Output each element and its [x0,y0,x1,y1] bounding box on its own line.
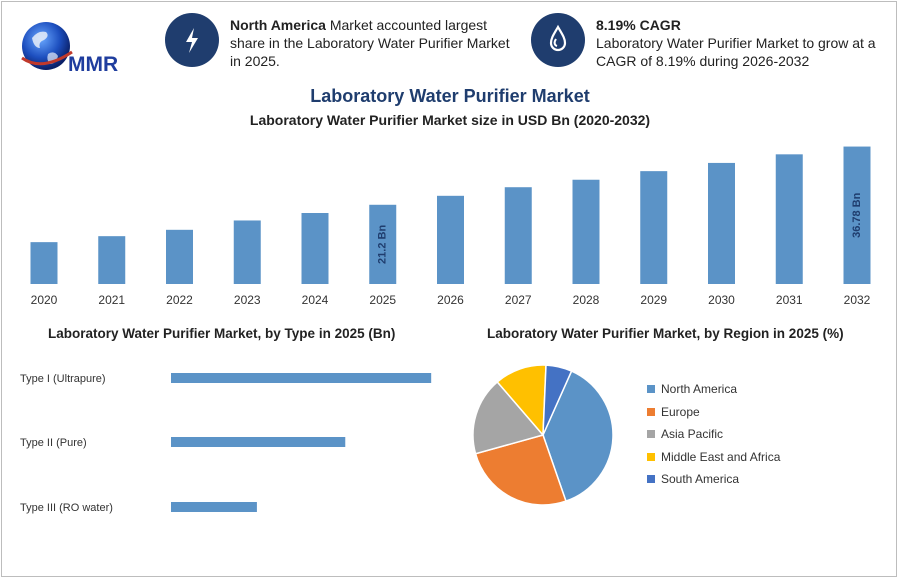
stat-1-text: North America Market accounted largest s… [230,16,520,70]
bar-data-label: 36.78 Bn [851,192,863,238]
x-tick-label: 2026 [437,293,464,307]
legend-swatch [647,385,655,393]
x-tick-label: 2030 [708,293,735,307]
pie-slice [542,370,614,503]
x-tick-label: 2021 [98,293,125,307]
legend-label: Asia Pacific [661,427,724,441]
x-tick-label: 2031 [776,293,803,307]
stat-1-badge [165,13,219,67]
type-category-label: Type III (RO water) [20,502,113,514]
pie-slice [542,364,573,436]
pie-slice [474,434,567,506]
bar-chart-title: Laboratory Water Purifier Market size in… [249,112,651,128]
x-tick-label: 2028 [573,293,600,307]
stat-2-text: 8.19% CAGR Laboratory Water Purifier Mark… [596,16,886,70]
x-tick-label: 2029 [640,293,667,307]
page-title: Laboratory Water Purifier Market [310,86,590,106]
type-category-label: Type I (Ultrapure) [20,373,106,385]
pie-slice [472,380,545,455]
stat-2-badge [531,13,585,67]
bar-data-label: 21.2 Bn [377,225,389,264]
water-drop-icon [549,24,567,52]
bar-2026 [437,195,464,284]
legend-swatch [647,452,655,461]
stat-2-bold: 8.19% CAGR [596,17,681,33]
bar-2020 [30,242,58,284]
legend-swatch [647,407,655,416]
x-tick-label: 2022 [166,293,193,307]
type-bar-chart: Type I (Ultrapure) Type II (Pure) Type III… [20,373,432,514]
x-tick-label: 2025 [369,293,396,307]
bar-2030 [708,162,735,284]
legend-swatch [647,475,655,483]
legend-label: North America [661,382,738,396]
region-pie-chart [472,364,614,506]
logo-text: MMR [68,53,118,76]
region-chart-title: Laboratory Water Purifier Market, by Reg… [487,326,844,341]
mmr-logo: MMR [18,14,138,78]
stat-1-bold: North America [230,17,326,33]
bar-2031 [775,154,803,284]
type-bar [171,502,257,512]
lightning-icon [186,28,198,53]
bar-2032 [843,146,871,284]
bar-2029 [640,171,668,284]
type-bar [171,373,432,383]
region-legend: North America Europe Asia Pacific Middle Ea… [647,382,847,502]
x-tick-label: 2023 [234,293,261,307]
x-tick-label: 2020 [31,293,58,307]
legend-label: Middle East and Africa [661,449,781,464]
bar-2024 [301,213,329,284]
bar-2025 [369,204,397,284]
legend-label: South America [661,472,740,486]
bar-2022 [166,229,193,284]
x-tick-label: 2024 [302,293,329,307]
bar-2027 [504,187,532,284]
stat-2-body: Laboratory Water Purifier Market to grow… [596,35,876,69]
type-category-label: Type II (Pure) [20,437,87,449]
legend-swatch [647,430,655,438]
bar-2023 [233,220,261,284]
legend-label: Europe [661,404,700,419]
bar-2021 [98,236,126,284]
type-chart-title: Laboratory Water Purifier Market, by Typ… [48,326,396,341]
type-bar [171,437,346,447]
stat-1-body: Market accounted largest share in the La… [230,17,510,69]
x-tick-label: 2027 [505,293,532,307]
bar-2028 [572,179,600,284]
x-tick-label: 2032 [844,293,871,307]
market-size-bar-chart: 2020 2021 2022 2023 2024 2025 21.2 Bn 2026 2027 2… [30,146,871,307]
